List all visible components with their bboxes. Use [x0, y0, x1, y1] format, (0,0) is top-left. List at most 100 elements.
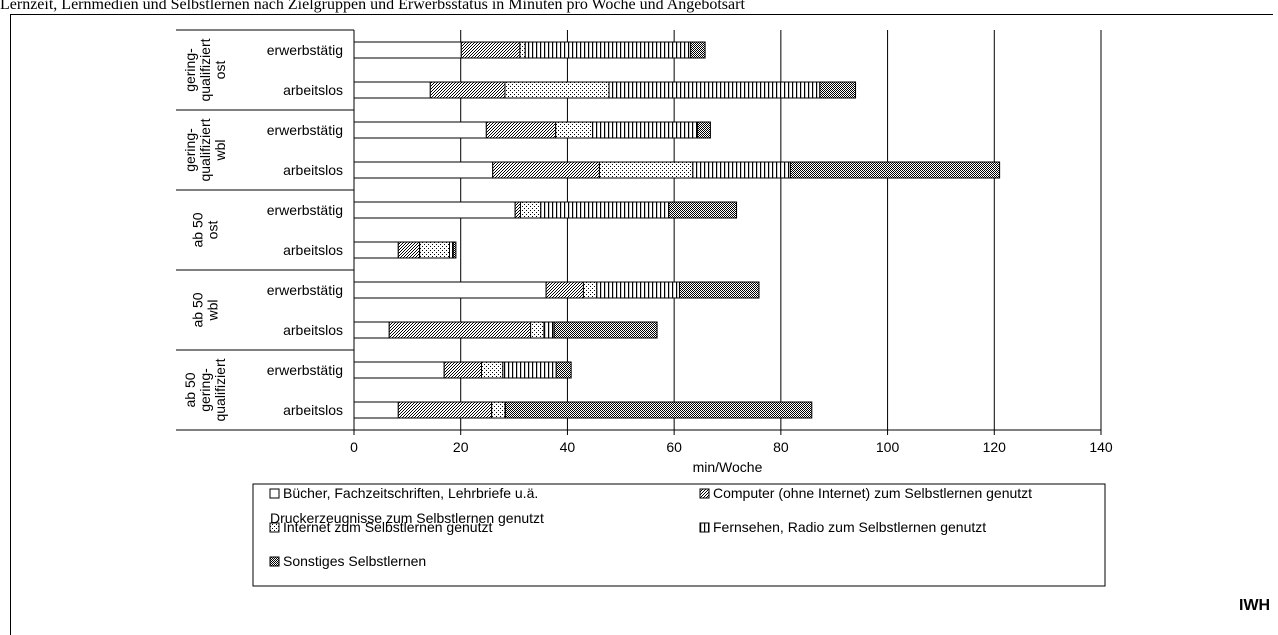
bar-segment-row2-series4: [608, 81, 821, 99]
bar-segment-row5-series4: [540, 201, 670, 219]
group-label-line: ab 50: [190, 212, 206, 247]
group-label: ab 50gering-qualifiziert: [182, 358, 228, 421]
bar-segment-row2-series3: [504, 81, 610, 99]
row-label: erwerbstätig: [267, 362, 343, 378]
legend-label-series1: Bücher, Fachzeitschriften, Lehrbriefe u.…: [270, 485, 544, 526]
bar-segment-row7-series4: [596, 281, 680, 299]
legend-label-series3: Internet zum Selbstlernen genutzt: [283, 519, 492, 535]
group-label-line: wbl: [212, 139, 228, 161]
x-tick-label: 120: [983, 439, 1007, 455]
bar-segment-row3-series4: [592, 121, 699, 139]
row-label: arbeitslos: [283, 322, 343, 338]
x-tick-label: 40: [560, 439, 576, 455]
figure-frame: [10, 14, 1273, 635]
bar-segment-row4-series2: [492, 161, 600, 179]
bar-segment-row3-series5: [697, 121, 711, 139]
bar-segment-row10-series3: [491, 401, 506, 419]
bar-segment-row7-series5: [678, 281, 760, 299]
x-tick-label: 0: [350, 439, 358, 455]
bar-segment-row6-series2: [397, 241, 421, 259]
bar-segment-row7-series1: [353, 281, 547, 299]
bar-segment-row1-series1: [353, 41, 462, 59]
bar-segment-row1-series5: [690, 41, 706, 59]
bar-segment-row5-series5: [668, 201, 738, 219]
bar-segment-row4-series1: [353, 161, 494, 179]
bar-segment-row7-series3: [582, 281, 598, 299]
top-caption-text: Lernzeit, Lernmedien und Selbstlernen na…: [0, 0, 745, 13]
bar-segment-row9-series1: [353, 361, 445, 379]
bar-segment-row9-series5: [555, 361, 572, 379]
bar-segment-row5-series1: [353, 201, 516, 219]
group-label-line: ab 50: [182, 372, 198, 407]
stacked-bar-chart: erwerbstätig arbeitslos erwerbstätig arbeit…: [176, 29, 1113, 587]
legend-box: Bücher, Fachzeitschriften, Lehrbriefe u.…: [252, 483, 1106, 587]
bar-segment-row6-series4: [449, 241, 454, 259]
bar-segment-row10-series1: [353, 401, 399, 419]
bar-segment-row2-series1: [353, 81, 431, 99]
legend-swatch-series2: [699, 488, 710, 499]
legend-label-series4: Fernsehen, Radio zum Selbstlernen genutz…: [713, 519, 986, 535]
bar-segment-row6-series1: [353, 241, 399, 259]
bar-segment-row8-series1: [353, 321, 390, 339]
bar-segment-row9-series3: [481, 361, 504, 379]
bar-segment-row5-series3: [519, 201, 542, 219]
group-label: gering-qualifiziertwbl: [182, 118, 228, 181]
row-label: arbeitslos: [283, 402, 343, 418]
bar-segment-row10-series2: [397, 401, 493, 419]
bars-layer: [353, 41, 1001, 419]
bar-segment-row3-series1: [353, 121, 487, 139]
bar-segment-row4-series5: [789, 161, 1001, 179]
bar-segment-row4-series3: [598, 161, 694, 179]
legend-label-line: Bücher, Fachzeitschriften, Lehrbriefe u.…: [283, 485, 538, 501]
legend-label-series5: Sonstiges Selbstlernen: [283, 553, 426, 569]
legend-label-line: Druckerzeugnisse zum Selbstlernen genutz…: [270, 510, 544, 526]
x-tick-label: 20: [453, 439, 469, 455]
x-tick-label: 80: [773, 439, 789, 455]
bar-segment-row8-series2: [388, 321, 532, 339]
group-label: ab 50ost: [190, 212, 221, 247]
group-label: ab 50wbl: [190, 292, 221, 327]
bar-segment-row6-series5: [452, 241, 457, 259]
group-label-line: qualifiziert: [197, 118, 213, 181]
legend-swatch-series3: [269, 522, 280, 533]
bar-segment-row7-series2: [545, 281, 584, 299]
bar-segment-row2-series2: [429, 81, 506, 99]
iwh-logo-text: IWH: [1239, 597, 1271, 614]
bar-segment-row1-series3: [519, 41, 526, 59]
row-label: erwerbstätig: [267, 282, 343, 298]
bar-segment-row4-series4: [692, 161, 791, 179]
row-label: arbeitslos: [283, 162, 343, 178]
bar-segment-row3-series2: [485, 121, 557, 139]
bar-segment-row8-series5: [553, 321, 658, 339]
bar-segment-row3-series3: [555, 121, 594, 139]
group-label-line: gering-: [197, 368, 213, 412]
group-label-line: qualifiziert: [212, 358, 228, 421]
legend-swatch-series4: [699, 522, 710, 533]
bar-segment-row1-series4: [524, 41, 692, 59]
bar-segment-row9-series4: [502, 361, 557, 379]
group-label-line: ost: [212, 61, 228, 80]
x-tick-label: 100: [876, 439, 900, 455]
row-label: arbeitslos: [283, 242, 343, 258]
bar-segment-row9-series2: [443, 361, 483, 379]
legend-swatch-series5: [269, 556, 280, 567]
bar-segment-row10-series5: [505, 401, 813, 419]
row-label: arbeitslos: [283, 82, 343, 98]
bar-segment-row8-series4: [543, 321, 555, 339]
row-label: erwerbstätig: [267, 42, 343, 58]
x-tick-label: 140: [1089, 439, 1113, 455]
group-label: gering-qualifiziertost: [182, 38, 228, 101]
axes-layer: [176, 29, 1102, 435]
labels-layer: erwerbstätig arbeitslos erwerbstätig arbeit…: [182, 38, 1113, 475]
group-label-line: qualifiziert: [197, 38, 213, 101]
bar-segment-row8-series3: [530, 321, 545, 339]
bar-segment-row6-series3: [419, 241, 451, 259]
bar-segment-row2-series5: [819, 81, 857, 99]
group-label-line: ost: [205, 221, 221, 240]
group-label-line: ab 50: [190, 292, 206, 327]
row-label: erwerbstätig: [267, 122, 343, 138]
group-label-line: wbl: [205, 299, 221, 321]
x-axis-title: min/Woche: [693, 459, 763, 475]
row-label: erwerbstätig: [267, 202, 343, 218]
legend-swatch-series1: [269, 488, 280, 499]
